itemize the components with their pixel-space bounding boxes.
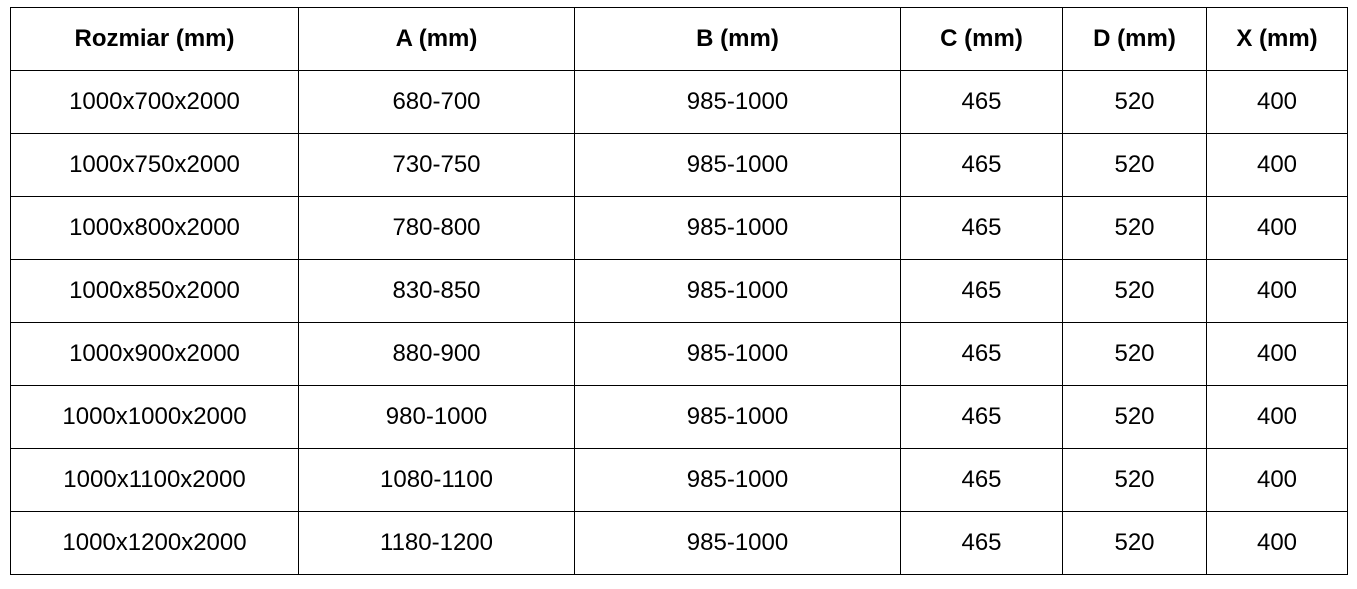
table-row: 1000x1100x2000 1080-1100 985-1000 465 520 400 [10,448,1348,512]
cell-size: 1000x1200x2000 [10,511,299,575]
cell-a: 880-900 [298,322,575,386]
cell-x: 400 [1206,511,1348,575]
column-header-c: C (mm) [900,7,1063,71]
cell-x: 400 [1206,70,1348,134]
cell-d: 520 [1062,133,1207,197]
cell-b: 985-1000 [574,322,901,386]
cell-x: 400 [1206,448,1348,512]
cell-size: 1000x750x2000 [10,133,299,197]
column-header-size: Rozmiar (mm) [10,7,299,71]
cell-c: 465 [900,196,1063,260]
cell-c: 465 [900,322,1063,386]
cell-a: 780-800 [298,196,575,260]
cell-d: 520 [1062,511,1207,575]
header-row: Rozmiar (mm) A (mm) B (mm) C (mm) D (mm) X (m… [10,7,1348,71]
cell-size: 1000x850x2000 [10,259,299,323]
cell-b: 985-1000 [574,448,901,512]
cell-b: 985-1000 [574,196,901,260]
cell-b: 985-1000 [574,511,901,575]
table-row: 1000x850x2000 830-850 985-1000 465 520 400 [10,259,1348,323]
cell-d: 520 [1062,385,1207,449]
cell-c: 465 [900,511,1063,575]
cell-x: 400 [1206,259,1348,323]
cell-b: 985-1000 [574,259,901,323]
cell-size: 1000x700x2000 [10,70,299,134]
cell-size: 1000x1100x2000 [10,448,299,512]
cell-size: 1000x800x2000 [10,196,299,260]
column-header-d: D (mm) [1062,7,1207,71]
table-row: 1000x750x2000 730-750 985-1000 465 520 400 [10,133,1348,197]
table-row: 1000x900x2000 880-900 985-1000 465 520 400 [10,322,1348,386]
cell-size: 1000x900x2000 [10,322,299,386]
cell-d: 520 [1062,322,1207,386]
column-header-b: B (mm) [574,7,901,71]
cell-c: 465 [900,259,1063,323]
cell-a: 1180-1200 [298,511,575,575]
cell-d: 520 [1062,448,1207,512]
table-row: 1000x1000x2000 980-1000 985-1000 465 520 400 [10,385,1348,449]
cell-x: 400 [1206,322,1348,386]
cell-b: 985-1000 [574,70,901,134]
cell-a: 830-850 [298,259,575,323]
cell-b: 985-1000 [574,385,901,449]
cell-c: 465 [900,448,1063,512]
column-header-x: X (mm) [1206,7,1348,71]
cell-c: 465 [900,70,1063,134]
cell-a: 680-700 [298,70,575,134]
cell-d: 520 [1062,259,1207,323]
cell-d: 520 [1062,70,1207,134]
cell-x: 400 [1206,196,1348,260]
cell-a: 980-1000 [298,385,575,449]
cell-a: 1080-1100 [298,448,575,512]
cell-size: 1000x1000x2000 [10,385,299,449]
cell-x: 400 [1206,385,1348,449]
dimensions-table: Rozmiar (mm) A (mm) B (mm) C (mm) D (mm) X (m… [10,7,1348,575]
table-row: 1000x700x2000 680-700 985-1000 465 520 400 [10,70,1348,134]
cell-c: 465 [900,385,1063,449]
column-header-a: A (mm) [298,7,575,71]
cell-b: 985-1000 [574,133,901,197]
cell-x: 400 [1206,133,1348,197]
table-row: 1000x800x2000 780-800 985-1000 465 520 400 [10,196,1348,260]
cell-c: 465 [900,133,1063,197]
cell-d: 520 [1062,196,1207,260]
cell-a: 730-750 [298,133,575,197]
table-row: 1000x1200x2000 1180-1200 985-1000 465 520 400 [10,511,1348,575]
